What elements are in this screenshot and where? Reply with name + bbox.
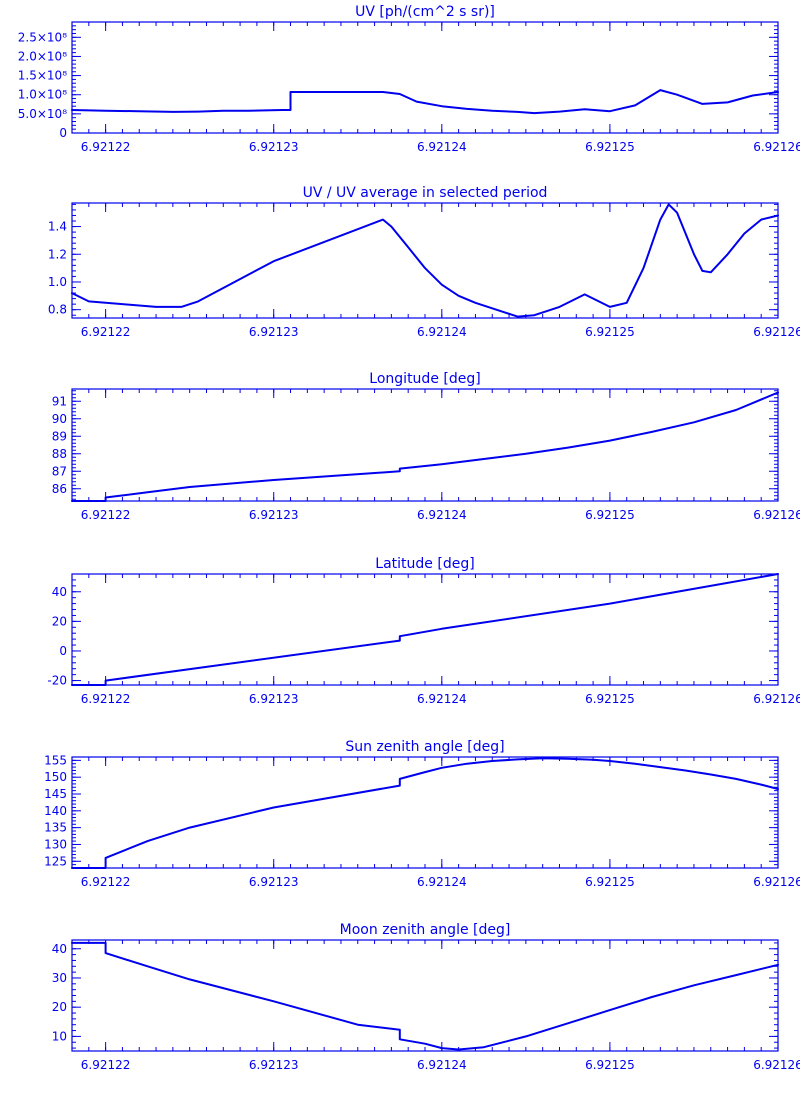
- y-tick-label: 0.8: [48, 303, 67, 317]
- chart-panel-4: Latitude [deg] 6.92122 6.92123 6.92124 6.921…: [47, 556, 800, 706]
- chart-title: Moon zenith angle [deg]: [340, 922, 511, 938]
- y-tick-label: 2.5×10⁸: [18, 30, 67, 44]
- x-tick-label: 6.92125: [585, 325, 635, 339]
- y-tick-label: 1.2: [48, 247, 67, 261]
- y-tick-label: 2.0×10⁸: [18, 49, 67, 63]
- x-tick-label: 6.92123: [249, 140, 299, 154]
- y-tick-label: 130: [44, 837, 67, 851]
- chart-title: UV [ph/(cm^2 s sr)]: [355, 4, 495, 20]
- x-tick-label: 6.92125: [585, 692, 635, 706]
- chart-panel-6: Moon zenith angle [deg] 6.92122 6.92123 6.9…: [52, 922, 800, 1072]
- chart-title: UV / UV average in selected period: [303, 185, 548, 201]
- series-line: [71, 203, 779, 318]
- x-tick-label: 6.92123: [249, 1058, 299, 1072]
- plot-frame: [71, 388, 779, 502]
- series-line: [71, 89, 779, 115]
- series-line: [71, 941, 779, 1051]
- chart-panel-5: Sun zenith angle [deg] 6.92122 6.92123 6.92…: [44, 739, 800, 889]
- plot-frame: [71, 573, 779, 686]
- y-tick-label: 88: [52, 447, 67, 461]
- y-tick-label: 90: [52, 412, 67, 426]
- y-tick-label: 10: [52, 1029, 67, 1043]
- x-tick-label: 6.92124: [417, 140, 467, 154]
- x-tick-label: 6.92126: [753, 1058, 800, 1072]
- y-tick-label: 20: [52, 1000, 67, 1014]
- x-tick-label: 6.92123: [249, 508, 299, 522]
- x-tick-label: 6.92122: [81, 692, 131, 706]
- chart-title: Latitude [deg]: [375, 556, 474, 572]
- x-tick-label: 6.92124: [417, 325, 467, 339]
- y-tick-label: 1.4: [48, 220, 67, 234]
- series-line: [71, 391, 779, 502]
- y-tick-label: 86: [52, 482, 67, 496]
- y-tick-label: 91: [52, 394, 67, 408]
- y-tick-label: 135: [44, 821, 67, 835]
- x-tick-label: 6.92123: [249, 692, 299, 706]
- x-tick-label: 6.92125: [585, 508, 635, 522]
- y-tick-label: 5.0×10⁸: [18, 107, 67, 121]
- x-tick-label: 6.92122: [81, 875, 131, 889]
- series-line: [71, 573, 779, 686]
- y-tick-label: 0: [59, 126, 67, 140]
- x-tick-label: 6.92125: [585, 1058, 635, 1072]
- x-tick-label: 6.92124: [417, 692, 467, 706]
- chart-panel-2: UV / UV average in selected period 6.9212…: [48, 185, 800, 339]
- x-tick-label: 6.92122: [81, 140, 131, 154]
- x-tick-label: 6.92125: [585, 875, 635, 889]
- x-tick-label: 6.92126: [753, 692, 800, 706]
- x-tick-label: 6.92126: [753, 508, 800, 522]
- x-tick-label: 6.92126: [753, 325, 800, 339]
- y-tick-label: 145: [44, 787, 67, 801]
- x-tick-label: 6.92122: [81, 1058, 131, 1072]
- plot-frame: [71, 756, 779, 869]
- x-tick-label: 6.92122: [81, 325, 131, 339]
- chart-title: Longitude [deg]: [369, 371, 480, 387]
- y-tick-label: 87: [52, 464, 67, 478]
- y-tick-label: 155: [44, 753, 67, 767]
- chart-panel-3: Longitude [deg] 6.92122 6.92123 6.92124 6.92…: [52, 371, 800, 522]
- x-tick-label: 6.92124: [417, 508, 467, 522]
- y-tick-label: 40: [52, 585, 67, 599]
- y-tick-label: 30: [52, 971, 67, 985]
- y-tick-label: 140: [44, 804, 67, 818]
- x-tick-label: 6.92125: [585, 140, 635, 154]
- y-tick-label: 89: [52, 429, 67, 443]
- series-line: [71, 757, 779, 869]
- y-tick-label: 1.0: [48, 275, 67, 289]
- chart-title: Sun zenith angle [deg]: [345, 739, 504, 755]
- plot-frame: [71, 21, 779, 134]
- y-tick-label: 1.5×10⁸: [18, 69, 67, 83]
- x-tick-label: 6.92123: [249, 875, 299, 889]
- y-tick-label: 0: [59, 644, 67, 658]
- y-tick-label: 40: [52, 942, 67, 956]
- y-tick-label: 20: [52, 614, 67, 628]
- y-tick-label: -20: [47, 674, 67, 688]
- plot-frame: [71, 202, 779, 319]
- x-tick-label: 6.92122: [81, 508, 131, 522]
- plot-frame: [71, 939, 779, 1052]
- y-tick-label: 125: [44, 854, 67, 868]
- x-tick-label: 6.92126: [753, 140, 800, 154]
- x-tick-label: 6.92124: [417, 875, 467, 889]
- chart-panel-1: UV [ph/(cm^2 s sr)] 6.92122 6.92123 6.92124…: [18, 4, 800, 154]
- x-tick-label: 6.92124: [417, 1058, 467, 1072]
- y-tick-label: 1.0×10⁸: [18, 88, 67, 102]
- x-tick-label: 6.92126: [753, 875, 800, 889]
- y-tick-label: 150: [44, 770, 67, 784]
- x-tick-label: 6.92123: [249, 325, 299, 339]
